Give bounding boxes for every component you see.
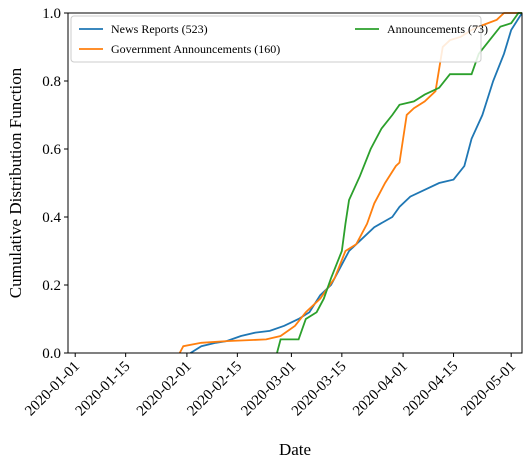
y-tick-label: 0.0 <box>42 346 61 362</box>
legend-label: Government Announcements (160) <box>111 42 280 56</box>
legend-label: News Reports (523) <box>111 22 208 36</box>
x-tick-label: 2020-02-15 <box>184 359 245 420</box>
series-line <box>276 12 522 354</box>
series-line <box>190 12 522 354</box>
legend-box <box>70 15 482 63</box>
x-tick-label: 2020-01-15 <box>73 359 134 420</box>
x-axis-label: Date <box>279 440 311 459</box>
x-tick-label: 2020-03-15 <box>289 359 350 420</box>
x-tick-label: 2020-05-01 <box>458 359 519 420</box>
y-tick-label: 0.4 <box>42 210 61 226</box>
plot-frame <box>67 12 523 354</box>
y-tick-label: 0.8 <box>42 74 61 90</box>
y-tick-label: 0.6 <box>42 142 61 158</box>
legend-label: Announcements (73) <box>387 22 488 36</box>
y-tick-label: 0.2 <box>42 278 61 294</box>
y-tick-label: 1.0 <box>42 6 61 22</box>
x-tick-label: 2020-04-15 <box>401 359 462 420</box>
series-line <box>178 12 522 354</box>
y-axis-label: Cumulative Distribution Function <box>6 67 25 298</box>
